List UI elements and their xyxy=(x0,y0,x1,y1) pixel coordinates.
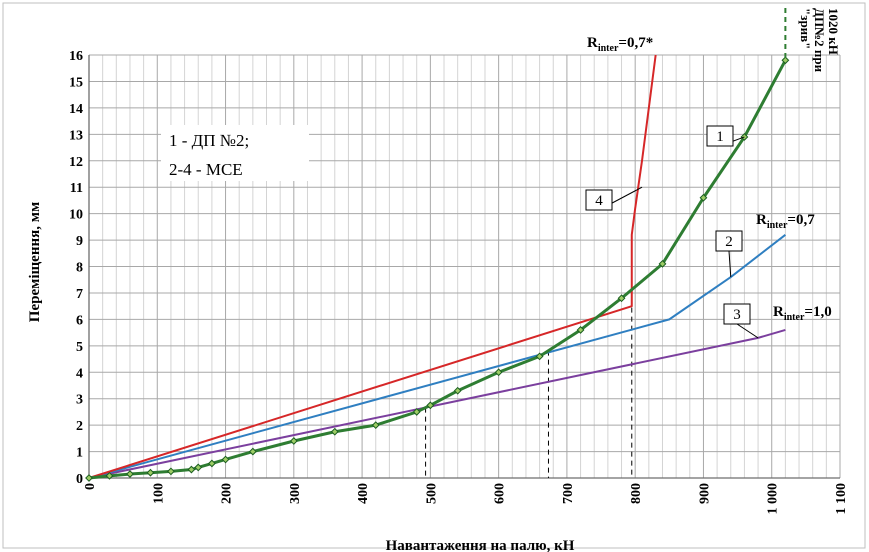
y-tick-label: 9 xyxy=(76,234,83,249)
x-tick-label: 600 xyxy=(493,483,508,504)
series-point-1 xyxy=(248,447,257,456)
series-point-1 xyxy=(330,427,339,436)
y-tick-label: 11 xyxy=(70,181,83,196)
series-point-1 xyxy=(85,474,93,482)
annotation-base: R xyxy=(587,35,598,51)
x-tick-label: 100 xyxy=(151,483,166,504)
series-point-1 xyxy=(740,133,749,141)
series-point-1 xyxy=(494,368,503,377)
callout-box-2 xyxy=(715,230,743,252)
annotation-value: =0,7* xyxy=(618,35,653,51)
y-tick-label: 1 xyxy=(76,446,83,461)
series-point-1 xyxy=(167,467,175,476)
series-point-1 xyxy=(426,401,435,410)
series-line-4 xyxy=(88,54,657,479)
annotation-sub: inter xyxy=(598,43,619,54)
breakout-annotation: "зрив" ДП№2 при 1020 кН xyxy=(784,8,841,73)
annotation-base: R xyxy=(756,212,767,228)
tick-labels: 0 100 200 300 400 500 600 700 800 900 1 000 1 10001… xyxy=(69,49,849,515)
x-tick-label: 300 xyxy=(288,483,303,504)
x-tick-label: 500 xyxy=(424,483,439,504)
callout-box-3 xyxy=(723,303,751,325)
series-point-1 xyxy=(412,407,421,416)
series-point-1 xyxy=(221,455,230,464)
annotation-sub: inter xyxy=(767,220,788,231)
series-group xyxy=(85,54,790,482)
series-point-1 xyxy=(187,465,196,474)
annotation-sub: inter xyxy=(784,312,805,323)
y-tick-label: 14 xyxy=(69,102,83,117)
annotation-r-inter-0-7: Rinter=0,7 xyxy=(756,212,815,231)
y-tick-label: 6 xyxy=(76,313,83,328)
callout-box-1 xyxy=(706,125,734,147)
series-point-1 xyxy=(289,437,298,445)
y-tick-label: 3 xyxy=(76,393,83,408)
series-point-1 xyxy=(781,56,790,65)
series-point-1 xyxy=(105,471,114,480)
x-tick-label: 200 xyxy=(220,483,235,504)
annotation-r-inter-0-7-star: Rinter=0,7* xyxy=(587,35,653,54)
series-point-1 xyxy=(453,386,462,395)
callout-label-3: 3 xyxy=(733,307,741,323)
y-tick-label: 7 xyxy=(76,287,83,302)
y-tick-label: 2 xyxy=(76,419,83,434)
y-tick-label: 4 xyxy=(76,366,83,381)
callouts: 1 2 3 4 xyxy=(585,125,759,339)
annotation-value: =1,0 xyxy=(804,304,831,320)
x-axis-label: Навантаження на палю, кН xyxy=(386,538,575,552)
vertical-guides xyxy=(425,289,633,478)
series-point-1 xyxy=(658,259,667,268)
y-tick-label: 5 xyxy=(76,340,83,355)
y-tick-label: 15 xyxy=(69,75,83,90)
callout-label-1: 1 xyxy=(716,129,724,145)
x-tick-label: 700 xyxy=(561,483,576,504)
x-tick-label: 800 xyxy=(629,483,644,504)
x-tick-label: 900 xyxy=(697,483,712,504)
x-tick-label: 1 000 xyxy=(766,483,781,515)
y-tick-label: 13 xyxy=(69,128,83,143)
y-tick-label: 16 xyxy=(69,49,83,64)
legend-line-1: 1 - ДП №2; xyxy=(169,131,249,150)
x-tick-label: 0 xyxy=(83,483,98,490)
y-tick-label: 10 xyxy=(69,208,83,223)
series-point-1 xyxy=(126,470,134,478)
series-point-1 xyxy=(699,193,708,202)
series-point-1 xyxy=(535,352,544,361)
annotation-value: =0,7 xyxy=(787,212,815,228)
x-tick-label: 400 xyxy=(356,483,371,504)
series-point-1 xyxy=(576,326,585,334)
y-tick-label: 12 xyxy=(69,155,83,170)
series-point-1 xyxy=(617,294,626,303)
breakout-text-line: 1020 кН xyxy=(826,8,841,55)
legend-box-background xyxy=(161,125,309,181)
callout-label-2: 2 xyxy=(725,234,733,250)
series-line-2 xyxy=(88,233,786,479)
annotation-base: R xyxy=(773,304,784,320)
callout-label-4: 4 xyxy=(595,193,603,209)
breakout-text-line: ДП№2 при xyxy=(812,8,827,73)
callout-box-4 xyxy=(585,189,613,211)
legend-line-2: 2-4 - МСЕ xyxy=(169,160,243,179)
legend-box: 1 - ДП №2; 2-4 - МСЕ xyxy=(161,125,309,181)
y-axis-label: Переміщення, мм xyxy=(27,202,43,322)
series-point-1 xyxy=(207,459,216,468)
y-tick-label: 0 xyxy=(76,472,83,487)
series-point-1 xyxy=(371,421,380,430)
series-point-1 xyxy=(194,463,203,472)
callout-leader xyxy=(728,250,732,278)
annotation-r-inter-1-0: Rinter=1,0 xyxy=(773,304,832,323)
callout-leader xyxy=(736,323,759,339)
breakout-text-line: "зрив" xyxy=(798,8,813,49)
axes xyxy=(88,55,840,479)
x-tick-label: 1 100 xyxy=(834,483,849,515)
y-tick-label: 8 xyxy=(76,261,83,276)
series-point-1 xyxy=(146,468,155,477)
